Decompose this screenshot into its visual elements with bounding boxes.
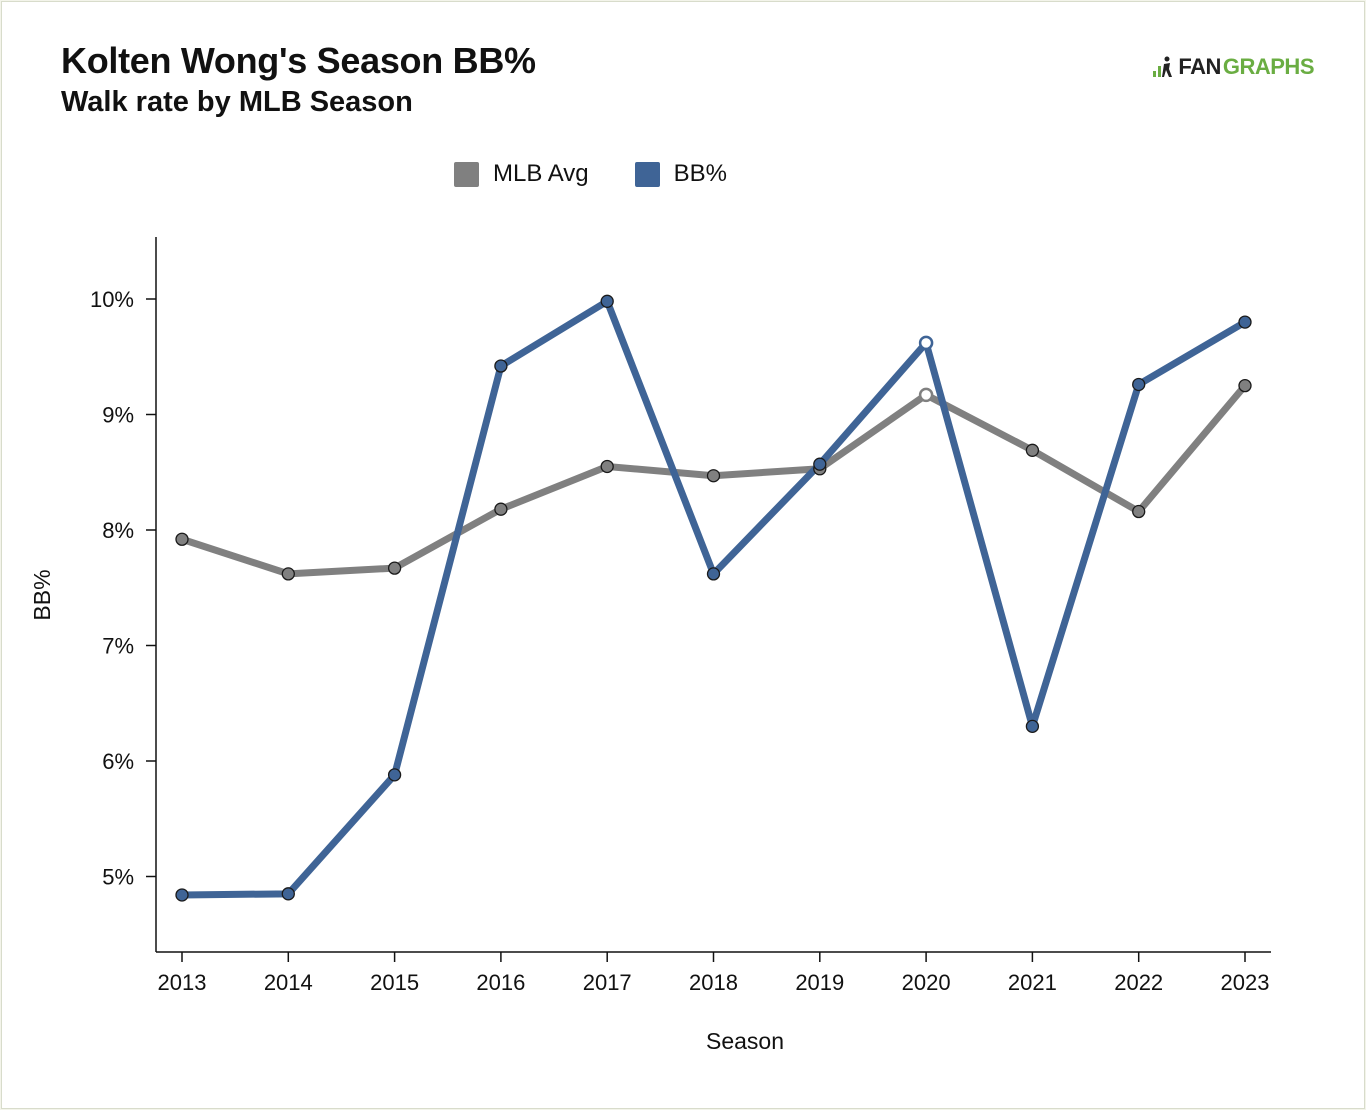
legend-label-bb-pct: BB% — [673, 160, 727, 187]
x-axis-title: Season — [706, 1028, 784, 1054]
data-point-bb-pct[interactable] — [175, 888, 189, 902]
data-point-bb-pct[interactable] — [600, 294, 614, 308]
data-point-mlb-avg[interactable] — [387, 561, 402, 575]
data-point-mlb-avg[interactable] — [1238, 378, 1252, 393]
brand-text-graphs: GRAPHS — [1222, 54, 1315, 79]
data-point-bb-pct[interactable] — [1132, 377, 1146, 392]
x-tick-label: 2016 — [476, 970, 525, 995]
legend-swatch-bb-pct — [634, 161, 660, 187]
x-tick-label: 2015 — [370, 970, 419, 995]
fangraphs-logo-icon — [1153, 56, 1173, 77]
data-point-mlb-avg[interactable] — [281, 567, 295, 581]
data-point-mlb-avg[interactable] — [706, 469, 721, 483]
y-tick-label: 7% — [102, 634, 134, 659]
legend-swatch-mlb-avg — [454, 161, 479, 187]
legend: MLB Avg BB% — [454, 160, 727, 188]
data-point-bb-pct[interactable] — [706, 567, 721, 581]
chart-subtitle: Walk rate by MLB Season — [61, 86, 413, 118]
data-point-bb-pct[interactable] — [918, 335, 934, 351]
series-line-bb-pct — [178, 297, 1249, 899]
data-point-bb-pct[interactable] — [387, 768, 402, 782]
x-tick-label: 2019 — [795, 970, 844, 995]
y-tick-label: 8% — [102, 518, 134, 543]
y-axis-title: BB% — [29, 569, 55, 620]
data-point-bb-pct[interactable] — [1025, 719, 1040, 733]
y-tick-label: 10% — [90, 287, 134, 312]
brand-text-fan: FAN — [1178, 54, 1221, 79]
data-point-mlb-avg[interactable] — [494, 502, 508, 516]
data-point-bb-pct[interactable] — [494, 359, 508, 373]
x-tick-label: 2018 — [689, 970, 738, 995]
data-point-mlb-avg[interactable] — [175, 532, 189, 546]
data-point-mlb-avg[interactable] — [600, 459, 614, 474]
x-tick-label: 2013 — [158, 970, 207, 995]
x-tick-label: 2014 — [264, 970, 313, 995]
x-tick-label: 2023 — [1221, 970, 1270, 995]
x-tick-label: 2022 — [1114, 970, 1163, 995]
fangraphs-logo: FAN GRAPHS — [1152, 54, 1315, 80]
data-point-mlb-avg[interactable] — [918, 387, 934, 403]
chart-title: Kolten Wong's Season BB% — [61, 40, 536, 81]
x-tick-label: 2017 — [583, 970, 632, 995]
y-tick-label: 6% — [102, 749, 134, 774]
data-point-bb-pct[interactable] — [813, 457, 827, 471]
data-point-bb-pct[interactable] — [1238, 315, 1252, 329]
x-tick-label: 2021 — [1008, 970, 1057, 995]
y-tick-label: 9% — [102, 403, 134, 428]
x-tick-label: 2020 — [902, 970, 951, 995]
data-point-mlb-avg[interactable] — [1132, 504, 1146, 519]
legend-label-mlb-avg: MLB Avg — [493, 160, 589, 187]
y-tick-label: 5% — [102, 865, 134, 890]
legend-item-bb-pct[interactable]: BB% — [634, 160, 727, 188]
legend-item-mlb-avg[interactable]: MLB Avg — [454, 160, 589, 188]
data-point-mlb-avg[interactable] — [1025, 443, 1040, 457]
data-point-bb-pct[interactable] — [281, 887, 295, 901]
